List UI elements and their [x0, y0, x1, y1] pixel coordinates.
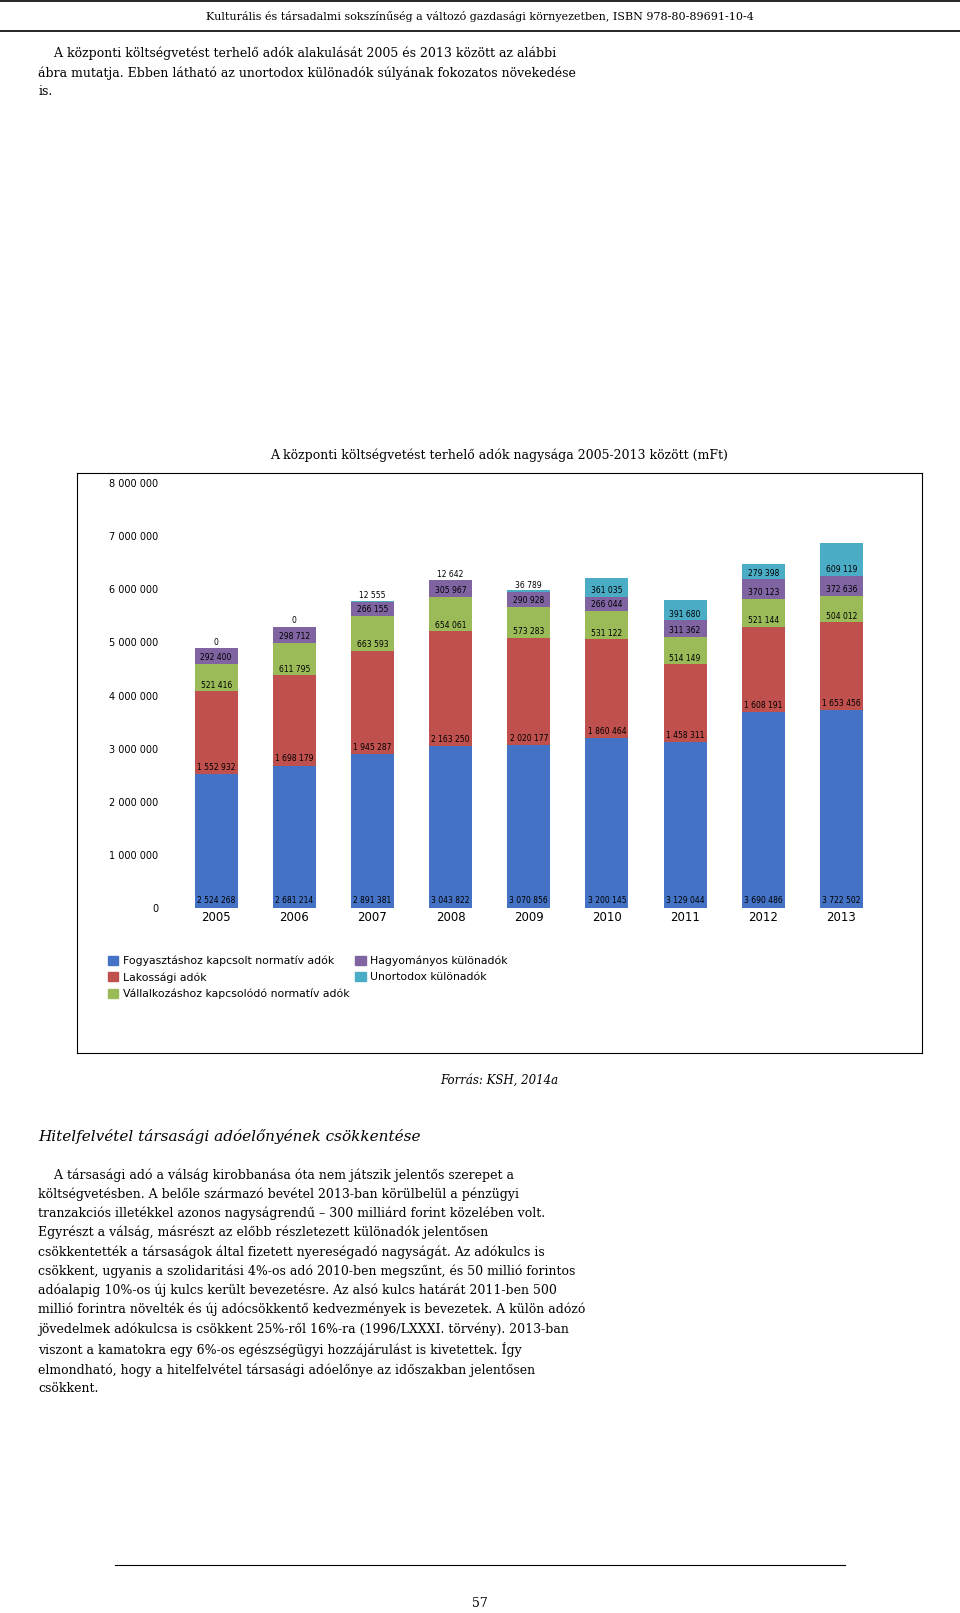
Bar — [429, 747, 472, 908]
Text: 292 400: 292 400 — [201, 653, 232, 661]
Text: 531 122: 531 122 — [591, 629, 622, 637]
Bar — [507, 606, 550, 637]
Text: 1 608 191: 1 608 191 — [744, 700, 782, 710]
Bar — [273, 627, 316, 644]
Bar — [586, 611, 629, 639]
Bar — [429, 631, 472, 747]
Bar — [820, 710, 863, 908]
Text: 298 712: 298 712 — [278, 632, 310, 642]
Text: 504 012: 504 012 — [826, 611, 857, 621]
Text: 0: 0 — [214, 637, 219, 647]
Bar — [742, 626, 784, 711]
Bar — [507, 592, 550, 606]
Text: 611 795: 611 795 — [278, 665, 310, 674]
Bar — [663, 600, 707, 621]
Text: 266 044: 266 044 — [591, 600, 623, 610]
Bar — [195, 663, 238, 692]
Text: 12 642: 12 642 — [438, 569, 464, 579]
Text: 36 789: 36 789 — [516, 581, 542, 590]
Text: 3 690 486: 3 690 486 — [744, 895, 782, 905]
Bar — [742, 579, 784, 598]
Bar — [663, 665, 707, 742]
Bar — [429, 597, 472, 631]
Text: 0: 0 — [292, 616, 297, 626]
Text: 2 163 250: 2 163 250 — [431, 736, 469, 744]
Text: Hitelfelvétel társasági adóelőnyének csökkentése: Hitelfelvétel társasági adóelőnyének csö… — [38, 1129, 420, 1145]
Bar — [586, 597, 629, 611]
Text: 1 653 456: 1 653 456 — [822, 698, 861, 708]
Bar — [663, 637, 707, 665]
Text: 573 283: 573 283 — [513, 627, 544, 636]
Bar — [195, 774, 238, 908]
Text: 305 967: 305 967 — [435, 586, 467, 595]
Bar — [429, 581, 472, 597]
Bar — [742, 711, 784, 908]
Bar — [351, 616, 394, 652]
Text: Forrás: KSH, 2014a: Forrás: KSH, 2014a — [440, 1074, 559, 1087]
Bar — [351, 755, 394, 908]
Legend: Fogyasztáshoz kapcsolt normatív adók, Lakossági adók, Vállalkozáshoz kapcsolódó : Fogyasztáshoz kapcsolt normatív adók, La… — [108, 957, 508, 998]
Text: 609 119: 609 119 — [826, 565, 857, 574]
Text: 3 129 044: 3 129 044 — [665, 895, 705, 905]
Text: A központi költségvetést terhelő adók nagysága 2005-2013 között (mFt): A központi költségvetést terhelő adók na… — [271, 448, 728, 461]
Bar — [586, 639, 629, 739]
Text: 2 891 381: 2 891 381 — [353, 895, 392, 905]
Text: 1 698 179: 1 698 179 — [276, 755, 314, 763]
Bar — [663, 621, 707, 637]
Bar — [273, 676, 316, 766]
Bar — [351, 602, 394, 616]
Text: 1 860 464: 1 860 464 — [588, 727, 626, 736]
Bar — [195, 692, 238, 774]
Text: 57: 57 — [472, 1597, 488, 1610]
Text: 2 681 214: 2 681 214 — [276, 895, 314, 905]
Bar — [507, 590, 550, 592]
Bar — [820, 544, 863, 576]
Text: 521 144: 521 144 — [748, 616, 779, 624]
Text: 521 416: 521 416 — [201, 681, 231, 690]
Text: 1 458 311: 1 458 311 — [666, 731, 705, 740]
Text: 2 524 268: 2 524 268 — [197, 895, 235, 905]
Bar — [273, 766, 316, 908]
Bar — [663, 742, 707, 908]
Text: 311 362: 311 362 — [669, 626, 701, 636]
Text: Kulturális és társadalmi sokszínűség a változó gazdasági környezetben, ISBN 978-: Kulturális és társadalmi sokszínűség a v… — [206, 10, 754, 21]
Text: 290 928: 290 928 — [514, 597, 544, 605]
Text: 3 070 856: 3 070 856 — [510, 895, 548, 905]
Text: 514 149: 514 149 — [669, 653, 701, 663]
Text: 1 552 932: 1 552 932 — [197, 763, 235, 771]
Text: 391 680: 391 680 — [669, 610, 701, 619]
Bar — [820, 623, 863, 710]
Bar — [742, 598, 784, 626]
Text: 372 636: 372 636 — [826, 586, 857, 594]
Bar — [586, 577, 629, 597]
Bar — [820, 595, 863, 623]
Text: 266 155: 266 155 — [357, 605, 388, 615]
Text: 654 061: 654 061 — [435, 621, 467, 629]
Text: 663 593: 663 593 — [357, 640, 388, 650]
Text: 12 555: 12 555 — [359, 590, 386, 600]
Text: 2 020 177: 2 020 177 — [510, 734, 548, 742]
Text: 370 123: 370 123 — [748, 589, 779, 597]
Text: 3 722 502: 3 722 502 — [822, 895, 860, 905]
Bar — [273, 644, 316, 676]
Bar — [742, 565, 784, 579]
Bar — [586, 739, 629, 908]
Text: 361 035: 361 035 — [591, 586, 623, 595]
Text: 3 043 822: 3 043 822 — [431, 895, 469, 905]
Bar — [351, 652, 394, 755]
Bar — [507, 637, 550, 745]
Bar — [820, 576, 863, 595]
Bar — [507, 745, 550, 908]
Bar — [195, 648, 238, 663]
Text: 1 945 287: 1 945 287 — [353, 744, 392, 752]
Text: A társasági adó a válság kirobbanása óta nem játszik jelentős szerepet a
költség: A társasági adó a válság kirobbanása óta… — [38, 1168, 586, 1395]
Text: 279 398: 279 398 — [748, 568, 779, 577]
Text: 3 200 145: 3 200 145 — [588, 895, 626, 905]
Text: A központi költségvetést terhelő adók alakulását 2005 és 2013 között az alábbi
á: A központi költségvetést terhelő adók al… — [38, 47, 576, 98]
